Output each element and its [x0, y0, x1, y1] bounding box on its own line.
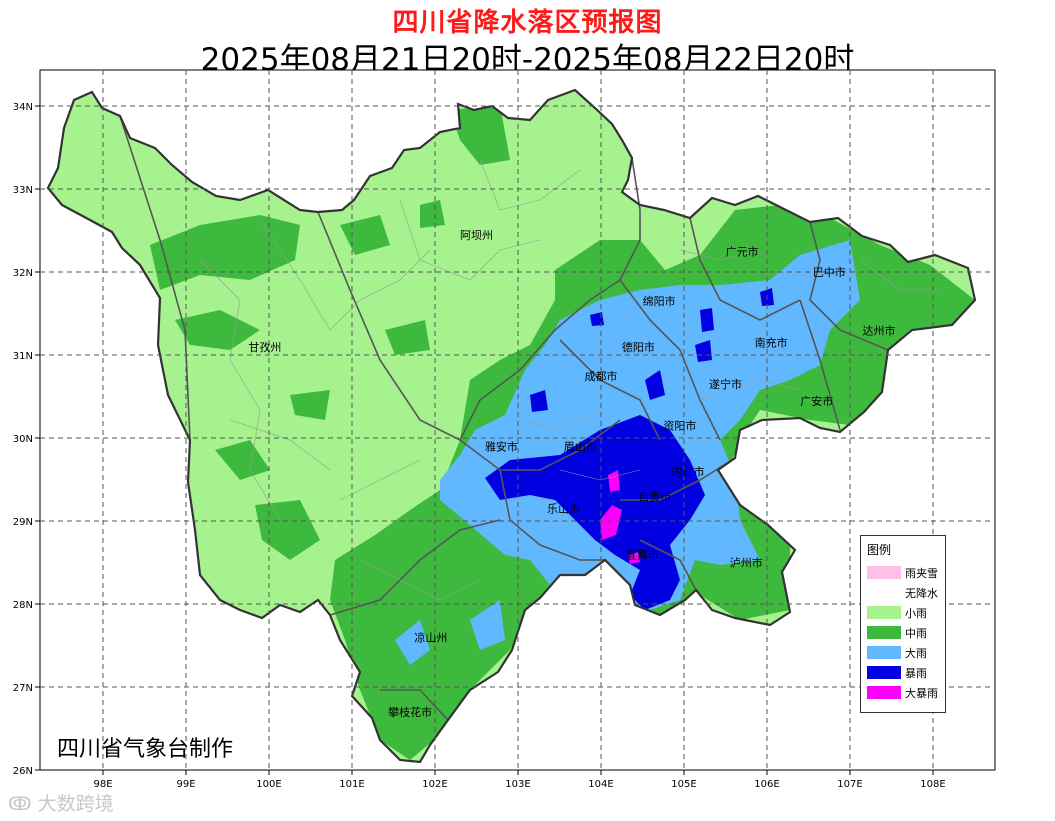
- lon-tick-label: 108E: [920, 779, 945, 790]
- torrential-rain-areas: [485, 288, 774, 610]
- legend-swatch: [867, 626, 901, 639]
- legend-swatch: [867, 666, 901, 679]
- lat-tick-label: 28N: [13, 600, 33, 611]
- legend-item: 无降水: [867, 584, 943, 600]
- axis-ticks: 98E 99E 100E 101E 102E 103E 104E 105E 106E 107E 10…: [13, 102, 946, 790]
- city-label: 广元市: [726, 244, 759, 258]
- legend: 图例 雨夹雪无降水小雨中雨大雨暴雨大暴雨: [860, 535, 946, 713]
- city-label: 巴中市: [813, 265, 846, 279]
- legend-label: 大雨: [905, 647, 927, 660]
- city-label: 自贡市: [638, 489, 671, 503]
- watermark-logo-icon: ↂ: [8, 793, 38, 815]
- legend-item: 大暴雨: [867, 684, 943, 700]
- legend-swatch: [867, 686, 901, 699]
- legend-item: 暴雨: [867, 664, 943, 680]
- lat-tick-label: 31N: [13, 351, 33, 362]
- legend-label: 大暴雨: [905, 687, 938, 700]
- legend-swatch: [867, 586, 901, 599]
- lat-tick-label: 30N: [13, 434, 33, 445]
- city-label: 泸州市: [730, 556, 763, 570]
- city-label: 资阳市: [663, 419, 696, 433]
- legend-label: 雨夹雪: [905, 567, 938, 580]
- lat-tick-label: 27N: [13, 683, 33, 694]
- lon-tick-label: 104E: [588, 779, 613, 790]
- map-title: 四川省降水落区预报图: [392, 8, 663, 38]
- city-label: 绵阳市: [643, 294, 676, 308]
- lon-tick-label: 99E: [176, 779, 195, 790]
- county-boundaries: [199, 159, 940, 601]
- city-label: 广安市: [800, 394, 833, 408]
- city-label: 德阳市: [622, 340, 655, 354]
- legend-item: 大雨: [867, 644, 943, 660]
- watermark: ↂ 大数跨境: [8, 793, 114, 815]
- lon-tick-label: 106E: [754, 779, 779, 790]
- city-label: 遂宁市: [709, 377, 742, 391]
- legend-swatch: [867, 566, 901, 579]
- lat-tick-label: 29N: [13, 517, 33, 528]
- city-label: 甘孜州: [248, 340, 281, 354]
- lon-tick-label: 101E: [339, 779, 364, 790]
- lon-tick-label: 100E: [256, 779, 281, 790]
- lat-tick-label: 33N: [13, 185, 33, 196]
- city-label: 雅安市: [485, 439, 518, 453]
- legend-label: 暴雨: [905, 667, 927, 680]
- city-label: 眉山市: [564, 439, 597, 453]
- legend-item: 中雨: [867, 624, 943, 640]
- legend-label: 无降水: [905, 587, 938, 600]
- lon-tick-label: 98E: [93, 779, 112, 790]
- city-label: 凉山州: [414, 630, 447, 644]
- city-label: 成都市: [585, 369, 618, 383]
- lon-tick-label: 107E: [837, 779, 862, 790]
- city-label: 达州市: [863, 323, 896, 337]
- legend-label: 中雨: [905, 627, 927, 640]
- lat-tick-label: 32N: [13, 268, 33, 279]
- lat-tick-label: 26N: [13, 766, 33, 777]
- lon-tick-label: 105E: [671, 779, 696, 790]
- lat-lon-grid: [40, 70, 995, 770]
- city-label: 阿坝州: [460, 228, 493, 242]
- legend-title: 图例: [867, 543, 892, 557]
- legend-swatch: [867, 606, 901, 619]
- legend-swatch: [867, 646, 901, 659]
- prefecture-boundaries: [119, 115, 889, 721]
- city-label: 乐山市: [547, 502, 580, 516]
- legend-item: 雨夹雪: [867, 564, 943, 580]
- city-label: 南充市: [755, 336, 788, 350]
- credit-text: 四川省气象台制作: [57, 737, 234, 762]
- city-label: 宜宾市: [626, 547, 659, 561]
- lon-tick-label: 103E: [505, 779, 530, 790]
- city-label: 攀枝花市: [388, 705, 432, 719]
- legend-label: 小雨: [905, 607, 927, 620]
- city-label: 内江市: [672, 464, 705, 478]
- lat-tick-label: 34N: [13, 102, 33, 113]
- legend-item: 小雨: [867, 604, 943, 620]
- lon-tick-label: 102E: [422, 779, 447, 790]
